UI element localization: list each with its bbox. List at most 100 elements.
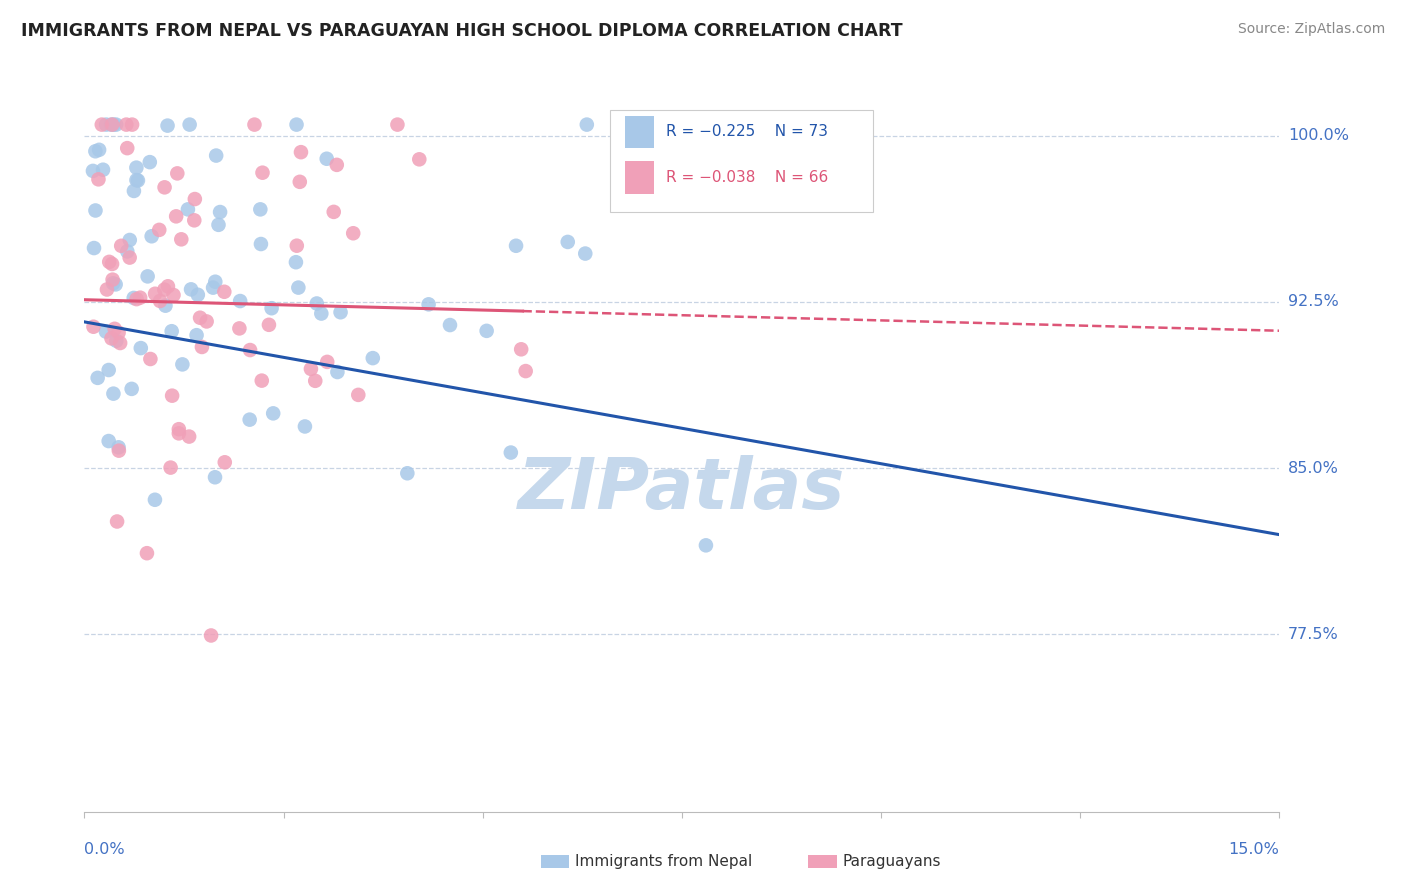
Point xyxy=(250,237,273,252)
Point xyxy=(557,235,579,249)
Point xyxy=(316,355,339,369)
Point xyxy=(347,388,370,402)
Point xyxy=(188,310,211,325)
Point xyxy=(322,205,344,219)
Point xyxy=(304,374,326,388)
Point xyxy=(285,118,308,132)
Point xyxy=(475,324,498,338)
Point xyxy=(149,293,172,308)
Point xyxy=(179,429,201,443)
Point xyxy=(342,226,364,240)
Point xyxy=(170,232,193,246)
Point xyxy=(311,307,333,321)
Point xyxy=(101,272,124,286)
Point xyxy=(155,299,177,313)
Point xyxy=(87,143,110,157)
Point xyxy=(127,173,149,187)
Point xyxy=(125,292,148,306)
Point xyxy=(396,467,419,481)
Point xyxy=(160,389,183,403)
Point xyxy=(107,326,129,340)
Point xyxy=(101,257,124,271)
Point xyxy=(139,351,162,366)
Point xyxy=(160,324,183,338)
Point xyxy=(326,365,349,379)
Point xyxy=(209,205,232,219)
Point xyxy=(239,343,262,357)
Point xyxy=(439,318,461,332)
Point xyxy=(86,371,108,385)
Point xyxy=(97,434,120,448)
Point xyxy=(262,406,284,420)
Point xyxy=(118,251,141,265)
Point xyxy=(129,291,152,305)
Text: ZIPatlas: ZIPatlas xyxy=(519,456,845,524)
Point xyxy=(156,119,179,133)
Point xyxy=(290,145,312,160)
Point xyxy=(186,328,208,343)
Point xyxy=(90,118,112,132)
Point xyxy=(288,175,311,189)
Point xyxy=(118,233,141,247)
Text: Source: ZipAtlas.com: Source: ZipAtlas.com xyxy=(1237,22,1385,37)
Point xyxy=(136,546,159,560)
Point xyxy=(122,291,145,305)
Point xyxy=(121,382,143,396)
Point xyxy=(187,287,209,301)
Point xyxy=(505,239,527,253)
Point xyxy=(100,331,122,345)
Point xyxy=(243,118,266,132)
Point xyxy=(329,305,352,319)
Point xyxy=(305,296,328,310)
Text: 85.0%: 85.0% xyxy=(1288,460,1339,475)
Point xyxy=(207,218,229,232)
Point xyxy=(108,336,131,351)
Point xyxy=(153,180,176,194)
Point xyxy=(101,118,124,132)
Point xyxy=(252,166,274,180)
FancyBboxPatch shape xyxy=(624,161,654,194)
Point xyxy=(204,275,226,289)
Point xyxy=(165,210,187,224)
Point xyxy=(257,318,280,332)
Point xyxy=(228,321,250,335)
FancyBboxPatch shape xyxy=(624,116,654,148)
Point xyxy=(214,285,236,299)
Point xyxy=(103,118,125,132)
Point xyxy=(204,470,226,484)
Point xyxy=(575,118,598,132)
Point xyxy=(100,118,122,132)
Point xyxy=(82,164,104,178)
Point xyxy=(183,213,205,227)
Point xyxy=(84,145,107,159)
Point xyxy=(108,443,131,458)
Point xyxy=(156,279,179,293)
Point xyxy=(105,118,128,132)
Point xyxy=(167,422,190,436)
Point xyxy=(515,364,537,378)
Text: 92.5%: 92.5% xyxy=(1288,294,1339,310)
Point xyxy=(195,314,218,328)
Point xyxy=(408,153,430,167)
Point xyxy=(107,440,129,454)
Point xyxy=(125,161,148,175)
Point xyxy=(105,334,128,348)
Point xyxy=(84,203,107,218)
Point xyxy=(239,412,262,426)
Point xyxy=(326,158,349,172)
Point xyxy=(510,343,533,357)
Point xyxy=(418,297,440,311)
Text: Immigrants from Nepal: Immigrants from Nepal xyxy=(575,855,752,869)
Point xyxy=(284,255,307,269)
Point xyxy=(172,358,194,372)
Point xyxy=(200,628,222,642)
Point xyxy=(179,118,201,132)
Point xyxy=(166,166,188,180)
Point xyxy=(141,229,163,244)
Point xyxy=(103,386,125,401)
Point xyxy=(180,282,202,296)
Point xyxy=(315,152,337,166)
Point xyxy=(94,118,117,132)
Point xyxy=(249,202,271,217)
FancyBboxPatch shape xyxy=(610,110,873,212)
